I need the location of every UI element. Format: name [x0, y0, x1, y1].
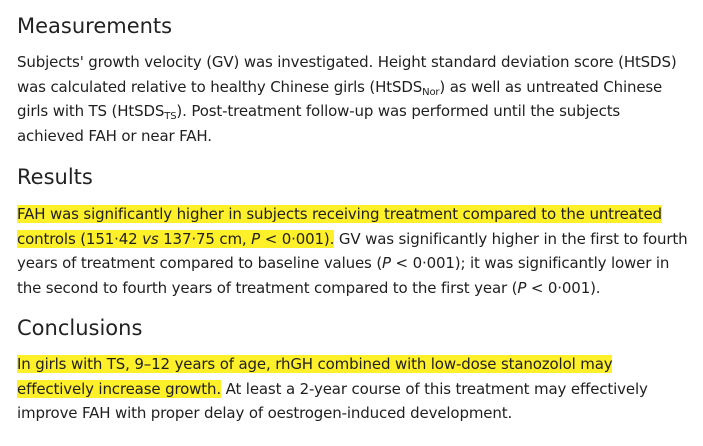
results-highlight-line-1: FAH was significantly higher in subjects…	[17, 205, 662, 223]
measurements-heading: Measurements	[17, 14, 173, 38]
results-paragraph: FAH was significantly higher in subjects…	[17, 205, 688, 297]
measurements-paragraph: Subjects' growth velocity (GV) was inves…	[17, 53, 677, 145]
conclusions-highlight-line-2: effectively increase growth.	[17, 379, 221, 398]
conclusions-heading: Conclusions	[17, 316, 143, 340]
results-heading: Results	[17, 165, 93, 189]
conclusions-paragraph: In girls with TS, 9–12 years of age, rhG…	[17, 355, 648, 422]
results-highlight-line-2: controls (151·42 vs 137·75 cm, P < 0·001…	[17, 229, 335, 248]
conclusions-highlight-line-1: In girls with TS, 9–12 years of age, rhG…	[17, 355, 613, 373]
